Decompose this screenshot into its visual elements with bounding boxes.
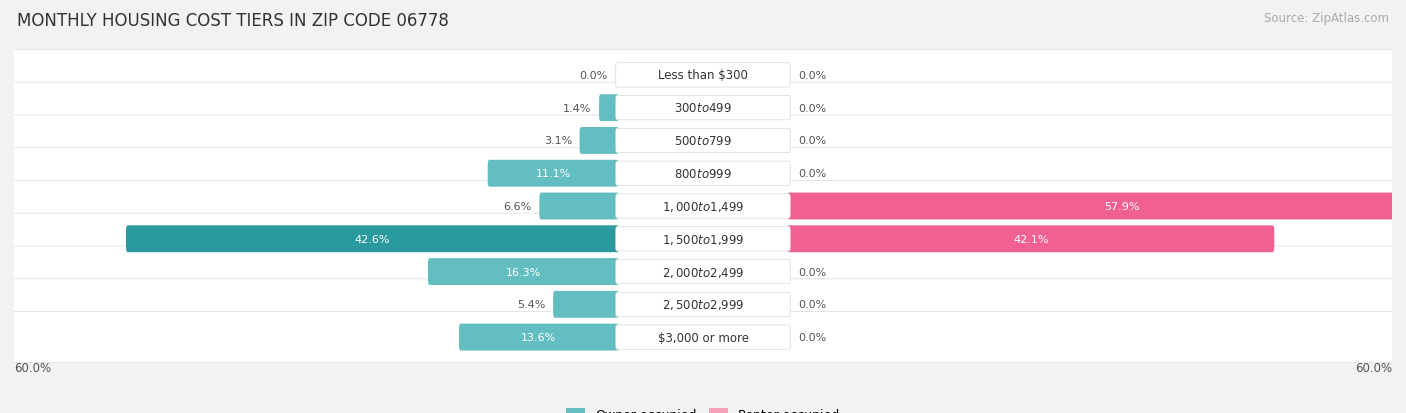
FancyBboxPatch shape (616, 64, 790, 88)
Legend: Owner-occupied, Renter-occupied: Owner-occupied, Renter-occupied (561, 404, 845, 413)
Text: 0.0%: 0.0% (799, 103, 827, 114)
FancyBboxPatch shape (458, 324, 619, 351)
FancyBboxPatch shape (616, 162, 790, 186)
FancyBboxPatch shape (616, 227, 790, 251)
FancyBboxPatch shape (127, 226, 619, 253)
FancyBboxPatch shape (4, 181, 1402, 232)
Text: 42.1%: 42.1% (1014, 234, 1049, 244)
FancyBboxPatch shape (4, 214, 1402, 265)
FancyBboxPatch shape (553, 291, 619, 318)
FancyBboxPatch shape (579, 128, 619, 154)
FancyBboxPatch shape (599, 95, 619, 122)
FancyBboxPatch shape (4, 279, 1402, 330)
Text: $500 to $799: $500 to $799 (673, 135, 733, 147)
FancyBboxPatch shape (4, 50, 1402, 101)
FancyBboxPatch shape (4, 312, 1402, 363)
Text: 60.0%: 60.0% (14, 361, 51, 374)
FancyBboxPatch shape (427, 259, 619, 285)
Text: $1,500 to $1,999: $1,500 to $1,999 (662, 232, 744, 246)
Text: $2,000 to $2,499: $2,000 to $2,499 (662, 265, 744, 279)
Text: $800 to $999: $800 to $999 (673, 167, 733, 180)
FancyBboxPatch shape (4, 148, 1402, 199)
Text: Source: ZipAtlas.com: Source: ZipAtlas.com (1264, 12, 1389, 25)
FancyBboxPatch shape (616, 292, 790, 317)
FancyBboxPatch shape (616, 260, 790, 284)
Text: $300 to $499: $300 to $499 (673, 102, 733, 115)
Text: $2,500 to $2,999: $2,500 to $2,999 (662, 298, 744, 311)
FancyBboxPatch shape (4, 116, 1402, 166)
Text: 5.4%: 5.4% (517, 299, 546, 310)
FancyBboxPatch shape (4, 247, 1402, 297)
FancyBboxPatch shape (616, 96, 790, 121)
FancyBboxPatch shape (616, 129, 790, 153)
Text: 0.0%: 0.0% (579, 71, 607, 81)
Text: 42.6%: 42.6% (354, 234, 389, 244)
Text: 0.0%: 0.0% (799, 299, 827, 310)
FancyBboxPatch shape (616, 325, 790, 349)
FancyBboxPatch shape (4, 83, 1402, 134)
Text: Less than $300: Less than $300 (658, 69, 748, 82)
Text: $1,000 to $1,499: $1,000 to $1,499 (662, 199, 744, 214)
Text: $3,000 or more: $3,000 or more (658, 331, 748, 344)
Text: 11.1%: 11.1% (536, 169, 571, 179)
Text: 0.0%: 0.0% (799, 332, 827, 342)
Text: 0.0%: 0.0% (799, 136, 827, 146)
Text: MONTHLY HOUSING COST TIERS IN ZIP CODE 06778: MONTHLY HOUSING COST TIERS IN ZIP CODE 0… (17, 12, 449, 30)
Text: 57.9%: 57.9% (1104, 202, 1139, 211)
FancyBboxPatch shape (787, 226, 1274, 253)
FancyBboxPatch shape (787, 193, 1406, 220)
Text: 6.6%: 6.6% (503, 202, 531, 211)
Text: 0.0%: 0.0% (799, 267, 827, 277)
FancyBboxPatch shape (616, 195, 790, 218)
Text: 3.1%: 3.1% (544, 136, 572, 146)
Text: 0.0%: 0.0% (799, 169, 827, 179)
Text: 16.3%: 16.3% (506, 267, 541, 277)
Text: 13.6%: 13.6% (522, 332, 557, 342)
Text: 1.4%: 1.4% (564, 103, 592, 114)
FancyBboxPatch shape (540, 193, 619, 220)
Text: 60.0%: 60.0% (1355, 361, 1392, 374)
Text: 0.0%: 0.0% (799, 71, 827, 81)
FancyBboxPatch shape (488, 160, 619, 187)
